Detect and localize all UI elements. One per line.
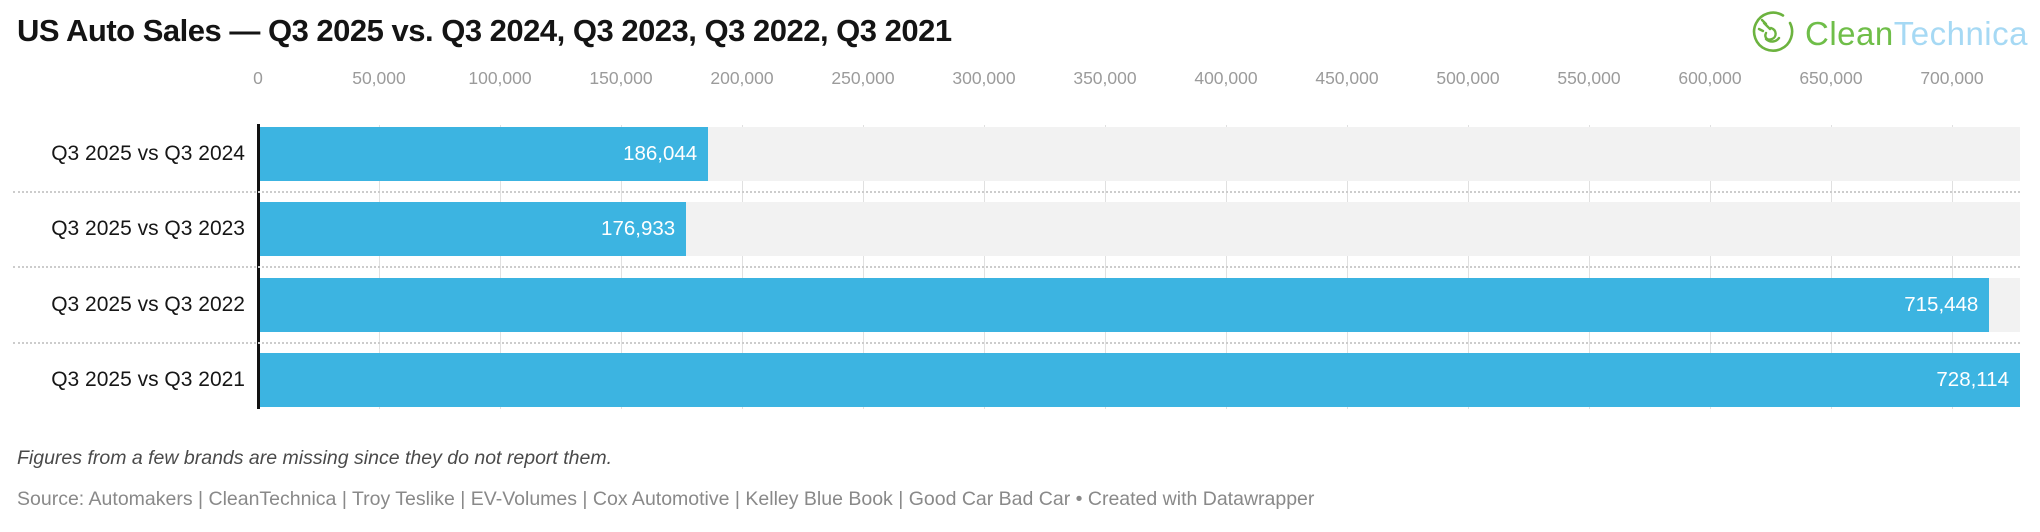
x-tick-label: 650,000 bbox=[1799, 68, 1863, 88]
x-tick-label: 450,000 bbox=[1315, 68, 1379, 88]
logo-text-clean: Clean bbox=[1805, 14, 1894, 52]
cleantechnica-plug-icon bbox=[1749, 7, 1797, 60]
bar-q3-2025-vs-q3-2022[interactable]: 715,448 bbox=[258, 278, 1990, 332]
bar-value-label: 176,933 bbox=[601, 217, 676, 240]
bar-q3-2025-vs-q3-2024[interactable]: 186,044 bbox=[258, 127, 709, 181]
bar-q3-2025-vs-q3-2023[interactable]: 176,933 bbox=[258, 202, 687, 256]
x-tick-label: 300,000 bbox=[952, 68, 1016, 88]
axis-baseline bbox=[257, 124, 260, 409]
logo-text-technica: Technica bbox=[1893, 14, 2028, 52]
logo-wordmark: CleanTechnica bbox=[1805, 15, 2028, 53]
category-axis: Q3 2025 vs Q3 2024 Q3 2025 vs Q3 2023 Q3 2… bbox=[0, 125, 245, 409]
x-tick-label: 0 bbox=[253, 68, 263, 88]
cleantechnica-logo: CleanTechnica bbox=[1749, 7, 2028, 60]
bar-q3-2025-vs-q3-2021[interactable]: 728,114 bbox=[258, 353, 2020, 407]
row-label: Q3 2025 vs Q3 2024 bbox=[51, 142, 245, 165]
row-label: Q3 2025 vs Q3 2022 bbox=[51, 293, 245, 316]
row-label: Q3 2025 vs Q3 2021 bbox=[51, 368, 245, 391]
chart-notes: Figures from a few brands are missing si… bbox=[17, 447, 613, 469]
x-tick-label: 250,000 bbox=[831, 68, 895, 88]
x-tick-label: 700,000 bbox=[1920, 68, 1984, 88]
bar-value-label: 186,044 bbox=[623, 142, 698, 165]
x-tick-label: 550,000 bbox=[1557, 68, 1621, 88]
x-tick-label: 100,000 bbox=[468, 68, 532, 88]
x-tick-label: 350,000 bbox=[1073, 68, 1137, 88]
x-tick-label: 400,000 bbox=[1194, 68, 1258, 88]
bar-value-label: 728,114 bbox=[1936, 368, 2009, 391]
x-tick-label: 600,000 bbox=[1678, 68, 1742, 88]
x-axis: 0 50,000 100,000 150,000 200,000 250,000 300,0… bbox=[253, 68, 2020, 92]
x-tick-label: 200,000 bbox=[710, 68, 774, 88]
x-tick-label: 150,000 bbox=[589, 68, 653, 88]
bar-value-label: 715,448 bbox=[1904, 293, 1979, 316]
x-tick-label: 50,000 bbox=[352, 68, 406, 88]
plot-area: 186,044 176,933 715,448 728,114 bbox=[258, 125, 2020, 409]
row-label: Q3 2025 vs Q3 2023 bbox=[51, 217, 245, 240]
chart-title: US Auto Sales — Q3 2025 vs. Q3 2024, Q3 … bbox=[17, 13, 952, 48]
source-line: Source: Automakers | CleanTechnica | Tro… bbox=[17, 488, 1315, 510]
x-tick-label: 500,000 bbox=[1436, 68, 1500, 88]
